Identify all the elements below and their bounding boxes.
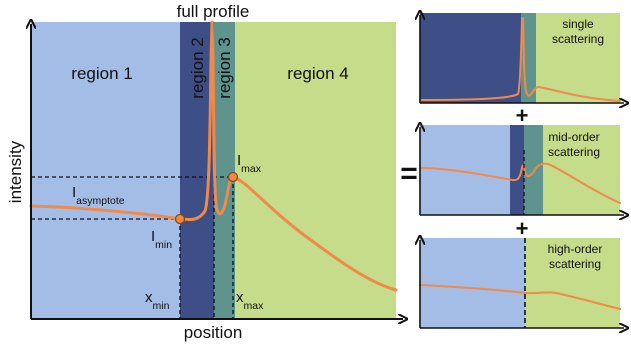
- plus-sign-1: +: [516, 103, 529, 128]
- i-max-label: Imax: [237, 152, 262, 175]
- region-3-area: [214, 22, 235, 319]
- single-region-2-area: [420, 13, 521, 103]
- mid-order-scattering-plot: mid-order scattering: [420, 125, 624, 215]
- high-region-4-area: [525, 238, 620, 328]
- y-axis-label: intensity: [6, 140, 25, 203]
- mid-region-2-area: [510, 125, 524, 215]
- x-max-label: xmax: [236, 289, 264, 312]
- region-2-label: region 2: [188, 37, 207, 98]
- mid-region-1-area: [420, 125, 510, 215]
- plus-sign-2: +: [516, 216, 529, 241]
- equals-sign: =: [400, 157, 418, 190]
- i-min-label: Imin: [151, 228, 172, 251]
- single-scattering-plot: single scattering: [420, 13, 624, 103]
- i-max-marker: [227, 171, 239, 183]
- high-label-line1: high-order: [548, 242, 603, 256]
- mid-label-line2: scattering: [548, 145, 600, 159]
- x-axis-label: position: [184, 323, 243, 342]
- single-region-4-area: [536, 13, 620, 103]
- high-order-curve: [419, 284, 621, 310]
- mid-order-curve: [419, 162, 621, 204]
- i-asymptote-label: Iasymptote: [72, 184, 125, 207]
- region-4-area: [235, 22, 396, 319]
- mid-label-line1: mid-order: [548, 130, 599, 144]
- region-4-label: region 4: [287, 64, 348, 83]
- single-label-line2: scattering: [552, 32, 604, 46]
- mid-region-4-area: [543, 125, 620, 215]
- main-plot: region 1 region 2 region 3 region 4 Iasy…: [6, 2, 403, 342]
- high-label-line2: scattering: [549, 257, 601, 271]
- single-scattering-curve: [419, 17, 621, 102]
- region-1-area: [31, 22, 180, 319]
- high-order-scattering-plot: high-order scattering: [420, 238, 624, 328]
- high-region-1-area: [420, 238, 525, 328]
- x-min-label: xmin: [145, 289, 170, 312]
- i-min-marker: [174, 213, 186, 225]
- mid-region-3-area: [524, 125, 543, 215]
- single-label-line1: single: [562, 17, 594, 31]
- region-3-label: region 3: [215, 37, 234, 98]
- region-1-label: region 1: [71, 64, 132, 83]
- main-plot-title: full profile: [177, 2, 250, 21]
